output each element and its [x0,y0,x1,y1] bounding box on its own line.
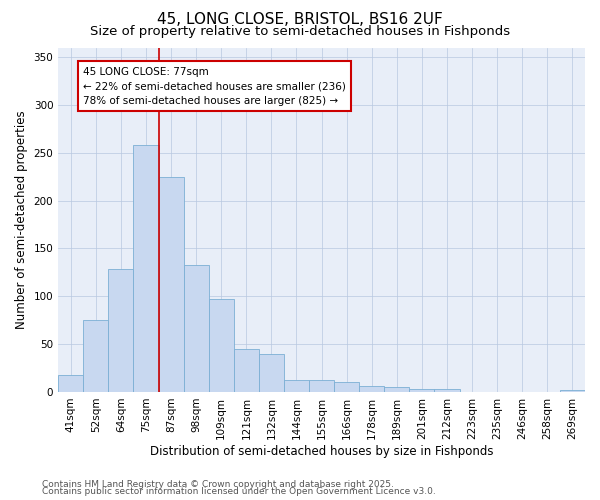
Y-axis label: Number of semi-detached properties: Number of semi-detached properties [15,110,28,329]
Bar [309,380,334,392]
X-axis label: Distribution of semi-detached houses by size in Fishponds: Distribution of semi-detached houses by … [150,444,493,458]
Bar [209,299,234,392]
Text: 45 LONG CLOSE: 77sqm
← 22% of semi-detached houses are smaller (236)
78% of semi: 45 LONG CLOSE: 77sqm ← 22% of semi-detac… [83,66,346,106]
Bar [560,390,585,392]
Bar [385,387,409,392]
Bar [284,380,309,392]
Bar [158,176,184,392]
Bar [83,320,109,392]
Bar [359,386,385,392]
Bar [259,354,284,392]
Bar [434,389,460,392]
Bar [334,382,359,392]
Bar [133,145,158,392]
Bar [58,374,83,392]
Text: 45, LONG CLOSE, BRISTOL, BS16 2UF: 45, LONG CLOSE, BRISTOL, BS16 2UF [157,12,443,28]
Text: Size of property relative to semi-detached houses in Fishponds: Size of property relative to semi-detach… [90,25,510,38]
Bar [234,349,259,392]
Bar [109,270,133,392]
Text: Contains public sector information licensed under the Open Government Licence v3: Contains public sector information licen… [42,488,436,496]
Bar [409,389,434,392]
Text: Contains HM Land Registry data © Crown copyright and database right 2025.: Contains HM Land Registry data © Crown c… [42,480,394,489]
Bar [184,264,209,392]
